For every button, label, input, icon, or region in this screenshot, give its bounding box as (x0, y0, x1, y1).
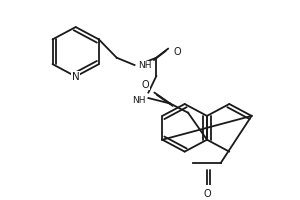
Text: O: O (203, 189, 211, 199)
Text: N: N (72, 72, 80, 82)
Text: O: O (173, 47, 181, 57)
Text: NH: NH (139, 61, 152, 70)
Text: O: O (142, 80, 149, 90)
Text: NH: NH (132, 96, 146, 105)
